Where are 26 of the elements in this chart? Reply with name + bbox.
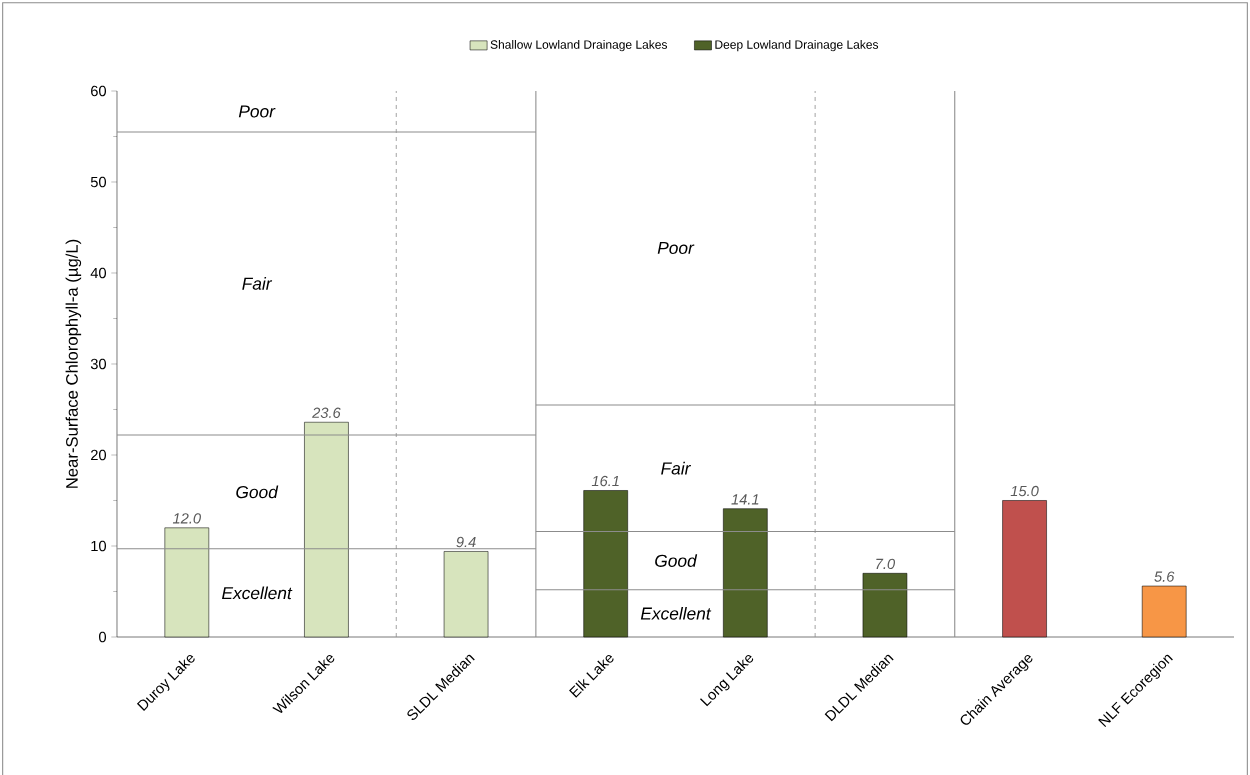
annotation: Excellent: [640, 606, 712, 620]
y-tick-label: 50: [90, 176, 107, 188]
legend-label: Shallow Lowland Drainage Lakes: [490, 40, 668, 52]
data-label: 12.0: [172, 513, 201, 524]
data-label: 23.6: [312, 407, 341, 418]
annotation: Fair: [661, 461, 692, 475]
data-label: 16.1: [591, 475, 619, 487]
y-tick-label: 60: [91, 85, 107, 97]
data-label: 7.0: [876, 558, 896, 570]
data-label: 15.0: [1010, 485, 1039, 497]
annotation: Poor: [238, 105, 276, 118]
y-axis-title: Near-Surface Chlorophyll-a (µg/L): [65, 239, 82, 488]
y-tick-label: 30: [90, 358, 107, 370]
legend-label: Deep Lowland Drainage Lakes: [715, 40, 879, 52]
annotation: Good: [236, 485, 279, 499]
data-label: 5.6: [1154, 571, 1175, 582]
annotation: Excellent: [222, 586, 293, 600]
y-tick-label: 40: [90, 267, 107, 279]
y-tick-label: 10: [91, 540, 107, 552]
data-label: 14.1: [731, 494, 759, 505]
data-label: 9.4: [456, 536, 476, 548]
y-tick-label: 20: [91, 449, 107, 461]
annotation: Poor: [657, 241, 695, 255]
annotation: Good: [655, 554, 698, 567]
y-tick-label: 0: [99, 631, 107, 643]
annotation: Fair: [242, 277, 273, 290]
